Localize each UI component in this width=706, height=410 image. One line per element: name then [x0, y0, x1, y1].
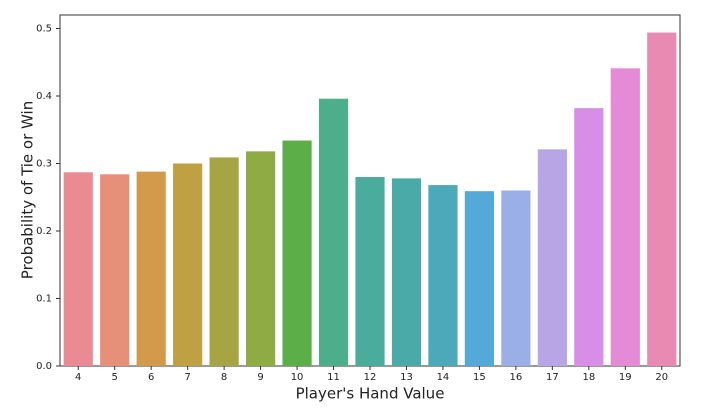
bar: [391, 178, 422, 366]
bar: [136, 171, 166, 366]
x-tick-label: 12: [364, 372, 377, 383]
bar: [464, 191, 494, 366]
bar: [610, 68, 640, 366]
x-tick-label: 11: [327, 372, 340, 383]
x-tick-label: 14: [437, 372, 450, 383]
x-tick-label: 16: [510, 372, 523, 383]
x-tick-label: 10: [291, 372, 304, 383]
y-tick-label: 0.2: [36, 226, 52, 237]
bar: [173, 163, 203, 366]
x-tick-label: 19: [619, 372, 632, 383]
x-tick-label: 8: [221, 372, 227, 383]
x-tick-label: 15: [473, 372, 486, 383]
bar: [282, 140, 312, 366]
x-axis-title: Player's Hand Value: [296, 385, 445, 403]
bar: [501, 190, 531, 366]
bar: [209, 157, 239, 366]
bar: [355, 177, 385, 366]
bar: [428, 185, 458, 366]
y-tick-label: 0.0: [36, 361, 52, 372]
x-tick-label: 4: [75, 372, 81, 383]
x-tick-label: 5: [112, 372, 118, 383]
x-tick-label: 17: [546, 372, 559, 383]
y-tick-label: 0.1: [36, 294, 52, 305]
y-axis-title: Probability of Tie or Win: [19, 101, 37, 279]
bar: [574, 108, 604, 367]
bar: [63, 172, 93, 366]
bar: [100, 174, 130, 366]
x-tick-label: 7: [184, 372, 190, 383]
bar: [647, 32, 677, 367]
y-tick-label: 0.4: [36, 91, 52, 102]
x-tick-label: 18: [582, 372, 595, 383]
x-tick-label: 6: [148, 372, 154, 383]
bar: [537, 149, 567, 366]
x-tick-label: 20: [655, 372, 668, 383]
x-tick-label: 13: [400, 372, 413, 383]
y-tick-label: 0.3: [36, 159, 52, 170]
x-tick-label: 9: [257, 372, 263, 383]
bar: [246, 151, 276, 366]
bar: [318, 98, 349, 366]
y-tick-label: 0.5: [36, 24, 52, 35]
